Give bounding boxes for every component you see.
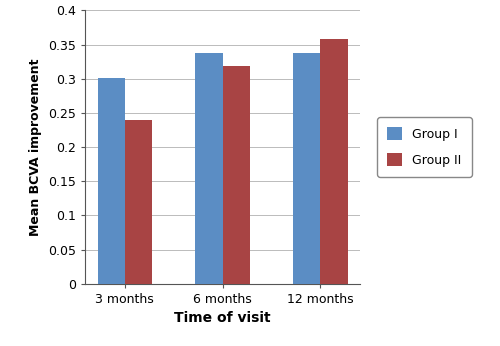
Bar: [195, 53, 222, 284]
Bar: [98, 78, 125, 284]
Bar: [125, 120, 152, 284]
Bar: [320, 39, 347, 284]
Y-axis label: Mean BCVA improvement: Mean BCVA improvement: [30, 58, 43, 236]
Bar: [222, 66, 250, 284]
X-axis label: Time of visit: Time of visit: [174, 311, 271, 325]
Bar: [293, 53, 320, 284]
Legend: Group I, Group II: Group I, Group II: [378, 117, 472, 177]
